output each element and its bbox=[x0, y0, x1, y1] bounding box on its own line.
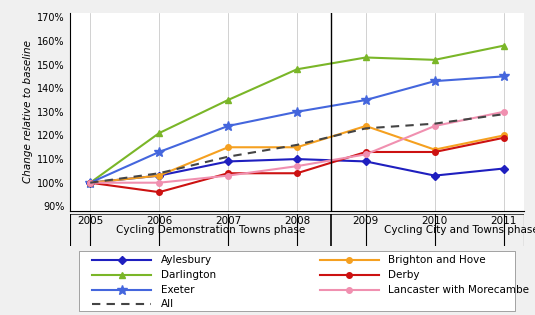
Text: Cycling Demonstration Towns phase: Cycling Demonstration Towns phase bbox=[116, 225, 305, 235]
Y-axis label: Change relative to baseline: Change relative to baseline bbox=[23, 40, 33, 183]
Text: Aylesbury: Aylesbury bbox=[160, 255, 212, 265]
Text: Lancaster with Morecambe: Lancaster with Morecambe bbox=[388, 284, 529, 295]
Text: Derby: Derby bbox=[388, 270, 419, 280]
FancyBboxPatch shape bbox=[79, 251, 515, 311]
Text: All: All bbox=[160, 299, 174, 309]
Text: Exeter: Exeter bbox=[160, 284, 194, 295]
Text: Brighton and Hove: Brighton and Hove bbox=[388, 255, 485, 265]
Text: Darlington: Darlington bbox=[160, 270, 216, 280]
Text: Cycling City and Towns phase: Cycling City and Towns phase bbox=[384, 225, 535, 235]
